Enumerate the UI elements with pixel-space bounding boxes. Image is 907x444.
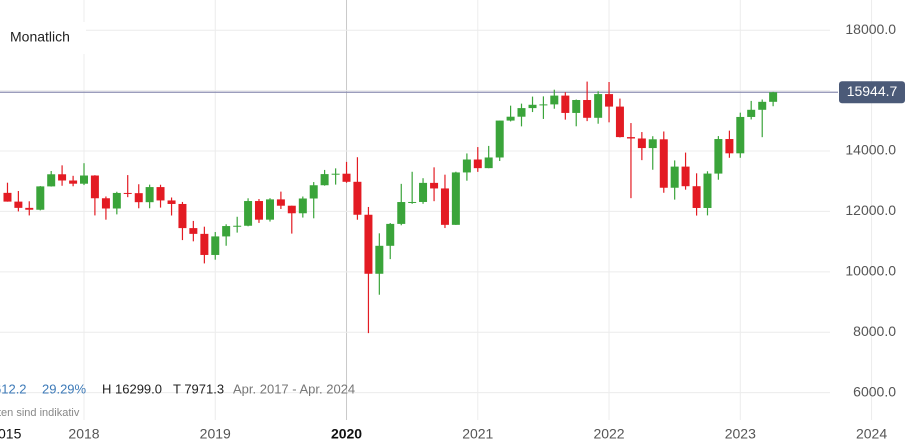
candle-body xyxy=(58,174,67,181)
candle-body xyxy=(156,187,165,201)
x-tick-label: 015 xyxy=(0,426,22,442)
x-tick-label: 2021 xyxy=(462,426,493,442)
candle-body xyxy=(681,166,690,187)
candle-body xyxy=(648,139,657,149)
candle-body xyxy=(112,192,121,209)
candle-body xyxy=(659,139,668,188)
candle-body xyxy=(670,166,679,188)
candle-body xyxy=(484,157,493,169)
candle-body xyxy=(211,236,220,255)
candle-body xyxy=(419,182,428,202)
candle-body xyxy=(462,159,471,173)
stat-label: 29.29% xyxy=(42,381,87,396)
x-tick-label: 2018 xyxy=(68,426,99,442)
price-tag-label: 15944.7 xyxy=(847,83,898,99)
candle-body xyxy=(200,233,209,255)
interval-box xyxy=(0,22,86,54)
stat-label: H 16299.0 xyxy=(102,381,162,396)
candle-body xyxy=(145,187,154,203)
candle-body xyxy=(440,188,449,225)
candle-body xyxy=(101,198,110,209)
candle-body xyxy=(134,193,143,203)
y-tick-label: 14000.0 xyxy=(845,142,896,158)
candle-body xyxy=(364,214,373,274)
stat-label: 612.2 xyxy=(0,381,27,396)
y-tick-label: 18000.0 xyxy=(845,21,896,37)
candle-body xyxy=(254,201,263,220)
candle-body xyxy=(90,175,99,199)
candle-body xyxy=(747,109,756,117)
candle-body xyxy=(430,182,439,189)
x-tick-label: 2019 xyxy=(200,426,231,442)
candle-body xyxy=(123,192,132,194)
candle-body xyxy=(189,228,198,234)
candle-body xyxy=(637,138,646,149)
candle-body xyxy=(605,94,614,107)
candle-body xyxy=(769,92,778,102)
candle-body xyxy=(615,106,624,138)
candle-body xyxy=(222,226,231,237)
candle-body xyxy=(309,185,318,199)
candle-body xyxy=(583,100,592,118)
candle-body xyxy=(80,175,89,184)
candle-body xyxy=(506,116,515,121)
x-tick-label: 2023 xyxy=(725,426,756,442)
candle-body xyxy=(320,174,329,186)
candle-body xyxy=(244,201,253,226)
candle-body xyxy=(758,101,767,110)
y-tick-label: 12000.0 xyxy=(845,202,896,218)
candle-body xyxy=(473,159,482,169)
x-tick-label: 2022 xyxy=(593,426,624,442)
candle-body xyxy=(626,137,635,139)
candle-body xyxy=(167,200,176,204)
candle-body xyxy=(36,186,45,210)
candle-body xyxy=(517,108,526,117)
candle-body xyxy=(331,173,340,175)
candle-body xyxy=(265,199,274,220)
candle-body xyxy=(714,139,723,174)
candle-body xyxy=(550,95,559,105)
candle-body xyxy=(375,245,384,274)
x-tick-label: 2020 xyxy=(331,426,362,442)
candle-body xyxy=(14,201,23,208)
candle-body xyxy=(561,95,570,113)
candle-body xyxy=(25,207,34,210)
candle-body xyxy=(528,104,537,109)
candle-body xyxy=(703,173,712,208)
candle-body xyxy=(397,202,406,224)
candle-body xyxy=(287,205,296,214)
candle-body xyxy=(233,225,242,227)
candle-body xyxy=(298,198,307,214)
candle-body xyxy=(451,172,460,225)
candle-body xyxy=(386,223,395,246)
stat-label: T 7971.3 xyxy=(173,381,224,396)
candle-body xyxy=(178,203,187,229)
candle-body xyxy=(3,192,12,202)
candle-body xyxy=(572,100,581,113)
y-tick-label: 10000.0 xyxy=(845,263,896,279)
candle-body xyxy=(69,180,78,184)
x-tick-label: 2024 xyxy=(856,426,887,442)
candle-body xyxy=(736,116,745,154)
candle-body xyxy=(495,120,504,158)
candle-body xyxy=(276,199,285,206)
candle-body xyxy=(47,174,56,187)
y-tick-label: 8000.0 xyxy=(853,323,896,339)
candle-body xyxy=(539,104,548,106)
candle-body xyxy=(594,94,603,118)
stat-label: Apr. 2017 - Apr. 2024 xyxy=(233,381,355,396)
candle-body xyxy=(353,181,362,215)
y-tick-label: 6000.0 xyxy=(853,383,896,399)
candle-body xyxy=(692,186,701,208)
price-tag xyxy=(839,81,905,104)
footnote: ten sind indikativ xyxy=(0,407,80,419)
candle-body xyxy=(408,201,417,203)
interval-label: Monatlich xyxy=(10,29,70,45)
candle-body xyxy=(725,139,734,154)
candle-body xyxy=(342,173,351,182)
